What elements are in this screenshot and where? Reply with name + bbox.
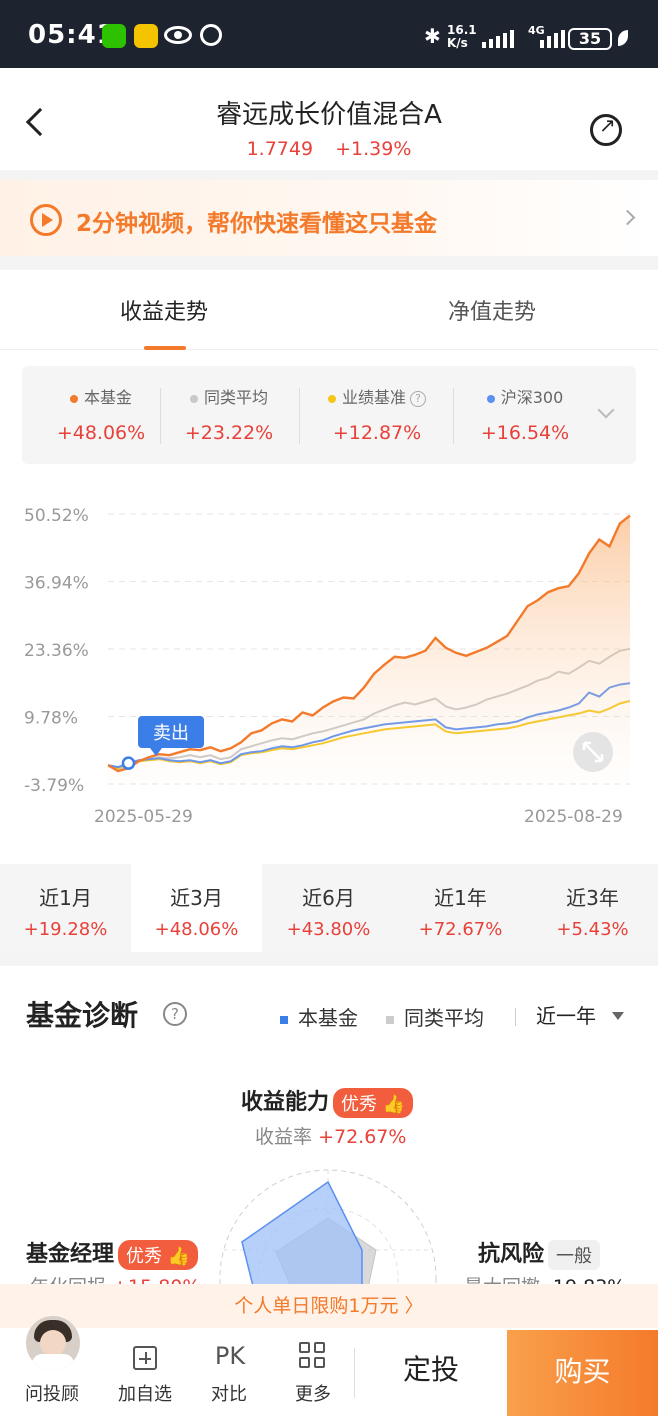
y-tick-label: 9.78%	[24, 709, 78, 729]
advisor-avatar[interactable]	[26, 1316, 80, 1370]
header: 睿远成长价值混合A 1.7749 +1.39%	[0, 68, 658, 170]
legend-csi300: 沪深300 +16.54%	[468, 384, 582, 444]
signal-icon-2	[540, 30, 568, 48]
video-banner[interactable]: 2分钟视频，帮你快速看懂这只基金	[0, 180, 658, 256]
play-icon	[30, 204, 62, 236]
chevron-right-icon	[619, 209, 636, 226]
alarm-icon	[200, 24, 222, 46]
help-icon[interactable]: ?	[163, 1002, 187, 1026]
period-6m[interactable]: 近6月 +43.80%	[286, 886, 371, 940]
rating-badge: 优秀 👍	[333, 1088, 414, 1118]
period-3m[interactable]: 近3月 +48.06%	[131, 864, 262, 952]
battery-icon: 35	[568, 28, 612, 50]
tab-return-trend[interactable]: 收益走势	[119, 300, 208, 325]
x-start-label: 2025-05-29	[94, 807, 193, 827]
network-type: 4G	[528, 24, 545, 37]
share-icon[interactable]	[590, 113, 622, 146]
network-speed: 16.1 K/s	[447, 23, 477, 50]
metric-risk: 抗风险 一般	[478, 1236, 601, 1270]
buy-button[interactable]: 购买	[507, 1330, 658, 1416]
chart-legend[interactable]: 本基金 +48.06% 同类平均 +23.22% 业绩基准? +12.87% 沪…	[22, 366, 636, 464]
fund-nav-line: 1.7749 +1.39%	[0, 138, 658, 160]
y-tick-label: 50.52%	[24, 506, 89, 526]
ask-advisor-button[interactable]: 问投顾	[25, 1384, 79, 1405]
power-save-icon	[618, 30, 628, 46]
legend-category-avg: 同类平均 +23.22%	[172, 384, 286, 444]
rating-badge: 一般	[548, 1240, 601, 1270]
pk-icon[interactable]: PK	[214, 1342, 246, 1370]
sell-marker-bg	[138, 716, 204, 748]
y-tick-label: 36.94%	[24, 574, 89, 594]
legend-fund: 本基金 +48.06%	[44, 384, 158, 444]
signal-icon	[482, 30, 518, 48]
period-1m[interactable]: 近1月 +19.28%	[23, 886, 108, 940]
x-end-label: 2025-08-29	[524, 807, 623, 827]
diagnosis-legend-fund: 本基金	[280, 1002, 358, 1031]
metric-return-sub: 收益率 +72.67%	[255, 1126, 407, 1148]
bluetooth-icon: ✱	[424, 24, 441, 48]
y-tick-label: -3.79%	[24, 776, 84, 796]
fund-change: +1.39%	[335, 138, 412, 160]
app-notification-icon	[134, 24, 158, 48]
legend-benchmark: 业绩基准? +12.87%	[308, 384, 446, 444]
sell-marker-tail	[150, 748, 162, 756]
eye-icon	[164, 26, 192, 44]
diagnosis-period-select[interactable]: 近一年	[536, 1004, 596, 1028]
help-icon[interactable]: ?	[410, 390, 426, 407]
legend-value: +23.22%	[184, 422, 274, 444]
period-selector: 近1月 +19.28% 近3月 +48.06% 近6月 +43.80% 近1年 …	[0, 864, 658, 952]
fund-area	[108, 515, 630, 784]
compare-button[interactable]: 对比	[211, 1384, 247, 1405]
wechat-notification-icon	[102, 24, 126, 48]
diagnosis-legend-avg: 同类平均	[386, 1002, 484, 1031]
metric-manager: 基金经理 优秀 👍	[26, 1236, 199, 1270]
performance-card: 收益走势 净值走势 本基金 +48.06% 同类平均 +23.22% 业绩基准?…	[0, 270, 658, 952]
radar-chart	[219, 1169, 437, 1298]
legend-value: +12.87%	[332, 422, 422, 444]
sell-point	[121, 756, 136, 770]
period-1y[interactable]: 近1年 +72.67%	[418, 886, 503, 940]
more-button[interactable]: 更多	[295, 1384, 331, 1405]
status-bar: 05:41 ✱ 16.1 K/s 4G 35	[0, 0, 658, 68]
y-tick-label: 23.36%	[24, 641, 89, 661]
legend-dot	[486, 394, 495, 403]
legend-value: +48.06%	[56, 422, 146, 444]
chart-tabs: 收益走势 净值走势	[0, 270, 658, 350]
fund-title: 睿远成长价值混合A	[216, 100, 442, 130]
legend-dot	[189, 394, 198, 403]
legend-value: +16.54%	[480, 422, 570, 444]
caret-down-icon[interactable]	[612, 1012, 624, 1020]
metric-return: 收益能力 优秀 👍	[241, 1084, 414, 1118]
legend-dot	[69, 394, 78, 403]
diagnosis-title: 基金诊断	[26, 999, 139, 1032]
bottom-action-bar: 问投顾 加自选 PK 对比 更多 定投 购买	[0, 1316, 658, 1416]
add-watchlist-button[interactable]: 加自选	[118, 1384, 172, 1405]
rating-badge: 优秀 👍	[118, 1240, 199, 1270]
legend-dot	[327, 394, 336, 403]
return-chart[interactable]: 50.52% 36.94% 23.36% 9.78% -3.79% 2025-05-29 2…	[0, 490, 658, 830]
fullscreen-icon-glyph	[582, 741, 604, 763]
purchase-limit-text: 个人单日限购1万元 〉	[234, 1295, 424, 1317]
status-time: 05:41	[28, 20, 116, 50]
more-grid-icon[interactable]	[299, 1342, 327, 1370]
chevron-down-icon[interactable]	[597, 401, 615, 419]
fund-diagnosis-card: 基金诊断 ? 本基金 同类平均 近一年 收益能力 优秀 👍 收益率 +72.67%…	[0, 966, 658, 1298]
purchase-limit-bar[interactable]: 个人单日限购1万元 〉	[0, 1284, 658, 1328]
video-banner-text: 2分钟视频，帮你快速看懂这只基金	[76, 211, 438, 237]
tab-nav-trend[interactable]: 净值走势	[447, 300, 536, 325]
add-watchlist-icon[interactable]	[133, 1346, 157, 1370]
period-3y[interactable]: 近3年 +5.43%	[556, 886, 629, 940]
fund-nav: 1.7749	[246, 138, 314, 160]
fixed-invest-button[interactable]: 定投	[402, 1353, 459, 1386]
active-tab-indicator	[144, 346, 186, 350]
sell-marker-label: 卖出	[153, 723, 189, 744]
series-line-0	[107, 514, 631, 773]
